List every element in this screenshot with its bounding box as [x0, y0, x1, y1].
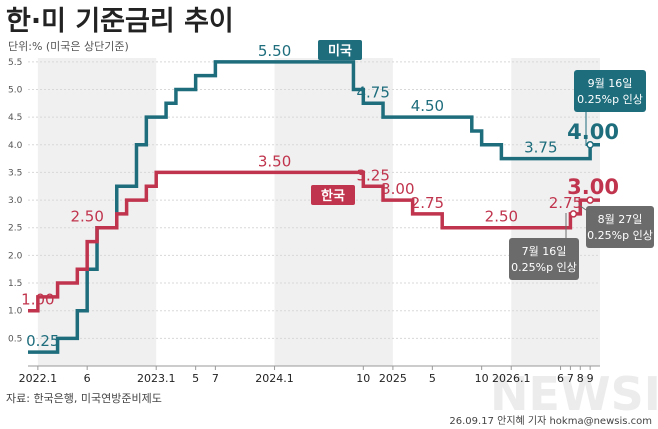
x-tick-label: 6	[557, 372, 564, 385]
data-label-kr: 3.00	[567, 175, 619, 199]
x-tick-label: 7	[567, 372, 574, 385]
point-marker-1	[586, 196, 594, 204]
x-tick-label: 9	[587, 372, 594, 385]
callout-kr-jul: 7월 16일 0.25%p 인상	[509, 213, 579, 280]
year-band-0	[37, 58, 157, 366]
x-tick-label: 2026.1	[492, 372, 531, 385]
callout-kr-aug-text: 0.25%p 인상	[587, 229, 653, 242]
series-line-kr	[28, 170, 600, 313]
chart-title: 한·미 기준금리 추이	[6, 6, 234, 37]
data-label-kr: 3.25	[356, 166, 389, 184]
y-tick-label: 2.0	[8, 251, 23, 261]
point-marker-2	[569, 210, 578, 218]
chart-subtitle: 단위:% (미국은 상단기준)	[8, 40, 129, 53]
legend-kr-tag	[311, 185, 355, 205]
y-tick-label: 5.0	[8, 85, 23, 95]
callout-us-text: 0.25%p 인상	[577, 93, 643, 106]
x-tick-label: 2024.1	[255, 372, 294, 385]
point-marker-0	[586, 141, 594, 149]
y-tick-label: 3.5	[8, 168, 22, 178]
data-label-kr: 2.75	[549, 194, 582, 212]
credit-line: 26.09.17 안지혜 기자 hokma@newsis.com	[449, 415, 652, 427]
y-tick-label: 2.5	[8, 224, 22, 234]
source-note: 자료: 한국은행, 미국연방준비제도	[6, 392, 162, 405]
legend-us-label: 미국	[328, 43, 352, 59]
x-tick-label: 8	[577, 372, 584, 385]
data-label-us: 0.25	[26, 332, 59, 350]
x-tick-label: 2025	[379, 372, 407, 385]
legend-kr-label: 한국	[321, 188, 345, 204]
x-tick-label: 5	[429, 372, 436, 385]
x-tick-label: 5	[192, 372, 199, 385]
callout-kr-aug: 8월 27일 0.25%p 인상	[578, 204, 654, 248]
x-tick-label: 7	[212, 372, 219, 385]
data-label-us: 4.00	[567, 120, 619, 144]
y-tick-label: 1.0	[8, 307, 23, 317]
callout-kr-jul-date: 7월 16일	[522, 244, 567, 258]
data-label-kr: 3.00	[381, 180, 414, 198]
x-tick-label: 10	[475, 372, 489, 385]
watermark: NEWSIS	[490, 367, 658, 421]
x-tick-label: 10	[356, 372, 370, 385]
legend-us-tag	[318, 40, 362, 60]
callout-kr-jul-text: 0.25%p 인상	[511, 261, 577, 274]
x-tick-label: 2022.1	[19, 372, 58, 385]
data-label-us: 5.50	[258, 42, 291, 60]
data-label-kr: 2.75	[411, 194, 444, 212]
data-label-kr: 2.50	[70, 208, 103, 226]
y-tick-label: 1.5	[8, 279, 22, 289]
callout-kr-aug-date: 8월 27일	[598, 212, 643, 226]
data-label-us: 4.50	[411, 97, 444, 115]
callout-us-sep: 9월 16일 0.25%p 인상	[574, 70, 646, 146]
y-tick-label: 3.0	[8, 196, 23, 206]
callout-us-date: 9월 16일	[588, 76, 633, 90]
x-tick-label: 6	[84, 372, 91, 385]
data-label-kr: 3.50	[258, 152, 291, 170]
y-tick-label: 0.5	[8, 334, 22, 344]
data-label-kr: 1.00	[21, 291, 54, 309]
y-tick-label: 5.5	[8, 58, 22, 68]
y-tick-label: 4.0	[8, 141, 23, 151]
y-tick-label: 4.5	[8, 113, 22, 123]
data-label-kr: 2.50	[485, 208, 518, 226]
x-tick-label: 2023.1	[137, 372, 176, 385]
year-band-1	[274, 58, 393, 366]
data-label-us: 4.75	[356, 83, 389, 101]
data-label-us: 3.75	[524, 139, 557, 157]
